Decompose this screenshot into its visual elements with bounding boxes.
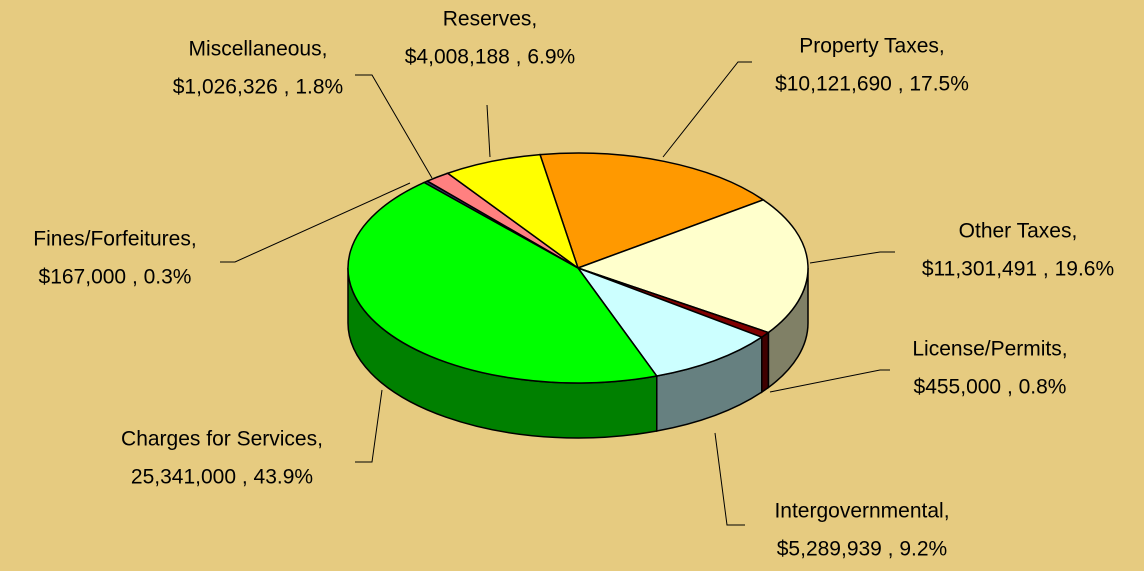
leader-line: [662, 61, 752, 158]
value-label: $167,000 , 0.3%: [39, 266, 192, 289]
slice-label: Other Taxes,: [959, 220, 1078, 243]
value-label: $1,026,326 , 1.8%: [173, 76, 343, 99]
slice-label: License/Permits,: [912, 338, 1067, 361]
value-label: $455,000 , 0.8%: [914, 376, 1067, 399]
leader-line: [355, 74, 433, 179]
slice-label: Charges for Services,: [121, 428, 323, 451]
value-label: $11,301,491 , 19.6%: [922, 258, 1114, 281]
slice-label: Fines/Forfeitures,: [33, 228, 196, 251]
leader-line: [486, 104, 491, 158]
slice: [575, 266, 764, 377]
slice: [539, 152, 765, 269]
value-label: 25,341,000 , 43.9%: [131, 466, 313, 489]
value-label: $10,121,690 , 17.5%: [775, 73, 969, 96]
leader-line: [355, 389, 383, 463]
leader-line: [714, 432, 745, 526]
leader-line: [769, 369, 890, 393]
slice-label: Miscellaneous,: [189, 38, 328, 61]
leader-line: [220, 182, 411, 263]
slice: [575, 198, 809, 334]
slice-label: Reserves,: [443, 8, 538, 31]
leader-line: [809, 251, 895, 264]
slice: [446, 153, 580, 270]
slice: [347, 181, 659, 384]
slice-label: Intergovernmental,: [774, 500, 949, 523]
value-label: $5,289,939 , 9.2%: [777, 538, 947, 561]
slice-side: [760, 331, 770, 394]
value-label: $4,008,188 , 6.9%: [405, 46, 575, 69]
slice-label: Property Taxes,: [799, 35, 945, 58]
